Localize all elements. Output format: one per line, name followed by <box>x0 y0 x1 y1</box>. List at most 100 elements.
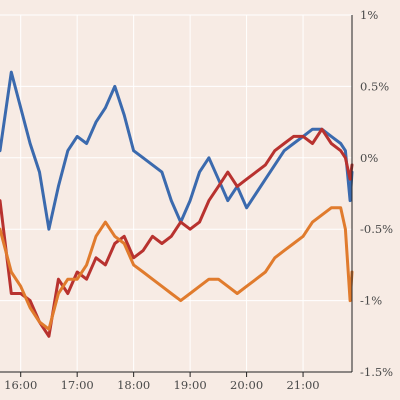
data-point <box>95 121 97 123</box>
data-point <box>85 278 88 281</box>
data-point <box>142 157 144 159</box>
data-point <box>29 306 31 309</box>
data-point <box>245 178 248 180</box>
data-point <box>123 242 125 245</box>
data-point <box>264 271 267 273</box>
data-point <box>76 278 78 281</box>
data-point <box>339 149 342 152</box>
series-points-3 <box>0 207 353 331</box>
data-point <box>67 278 69 281</box>
x-tick-label: 18:00 <box>117 378 150 392</box>
data-point <box>142 271 144 273</box>
data-point <box>227 171 229 173</box>
data-point <box>104 107 107 109</box>
data-point <box>38 171 41 173</box>
data-point <box>344 149 347 152</box>
data-point <box>104 264 107 266</box>
x-tick-label: 21:00 <box>286 378 319 392</box>
data-point <box>349 199 351 202</box>
data-point <box>236 185 238 188</box>
data-point <box>217 178 220 180</box>
data-point <box>274 257 276 259</box>
x-tick-label: 16:00 <box>4 378 37 392</box>
data-point <box>0 228 1 230</box>
data-point <box>321 214 323 216</box>
data-point <box>161 171 163 173</box>
data-point <box>57 278 60 281</box>
data-point <box>227 199 229 202</box>
data-point <box>217 278 220 281</box>
data-point <box>67 149 69 152</box>
data-point <box>48 328 50 331</box>
data-point <box>292 242 295 245</box>
series-points-2 <box>0 128 353 338</box>
data-point <box>76 271 78 273</box>
data-point <box>321 128 323 130</box>
data-point <box>29 299 31 302</box>
data-point <box>217 185 220 188</box>
data-point <box>302 235 304 238</box>
x-tick-label: 19:00 <box>174 378 207 392</box>
data-point <box>344 157 347 159</box>
data-point <box>114 235 116 238</box>
data-point <box>264 178 267 180</box>
data-point <box>19 285 22 288</box>
data-point <box>132 257 135 259</box>
data-point <box>283 142 286 145</box>
data-point <box>95 257 97 259</box>
series-line-1 <box>0 70 354 231</box>
data-point <box>330 207 333 209</box>
y-tick-label: -0.5% <box>360 222 393 236</box>
data-point <box>255 171 257 173</box>
data-point <box>114 85 116 88</box>
x-tick-label: 20:00 <box>230 378 263 392</box>
data-point <box>57 185 60 188</box>
data-point <box>208 199 210 202</box>
data-point <box>208 157 210 159</box>
data-point <box>292 135 295 138</box>
data-point <box>57 292 60 295</box>
data-point <box>0 199 1 202</box>
data-point <box>236 292 238 295</box>
y-tick-label: 0.5% <box>360 79 389 93</box>
data-point <box>123 114 125 116</box>
data-point <box>274 164 276 166</box>
series-points-1 <box>0 71 353 230</box>
data-point <box>104 221 107 223</box>
data-point <box>161 285 163 288</box>
data-point <box>339 207 342 209</box>
data-point <box>179 299 182 302</box>
data-point <box>189 199 191 202</box>
data-point <box>67 292 69 295</box>
data-point <box>283 149 286 152</box>
data-point <box>349 178 351 180</box>
data-point <box>19 107 22 109</box>
data-point <box>330 142 333 145</box>
data-point <box>48 335 50 338</box>
data-point <box>198 171 201 173</box>
axes: 1% 0.5% 0% -0.5% -1% -1.5% 16:00 17:00 18:00 19:0… <box>0 8 393 392</box>
data-point <box>76 135 78 138</box>
data-point <box>179 221 182 223</box>
data-point <box>311 221 314 223</box>
y-tick-label: 1% <box>360 8 378 22</box>
data-point <box>29 142 31 145</box>
data-point <box>170 199 173 202</box>
data-point <box>198 285 201 288</box>
data-point <box>10 292 13 295</box>
data-point <box>311 128 314 130</box>
data-point <box>132 149 135 152</box>
data-point <box>330 135 333 138</box>
data-point <box>170 292 173 295</box>
data-point <box>161 242 163 245</box>
data-point <box>208 278 210 281</box>
data-point <box>189 292 191 295</box>
data-point <box>10 71 13 73</box>
y-tick-label: 0% <box>360 151 378 165</box>
data-point <box>151 164 154 166</box>
data-point <box>151 235 154 238</box>
data-point <box>114 242 116 245</box>
data-point <box>274 149 276 152</box>
data-point <box>189 228 191 230</box>
